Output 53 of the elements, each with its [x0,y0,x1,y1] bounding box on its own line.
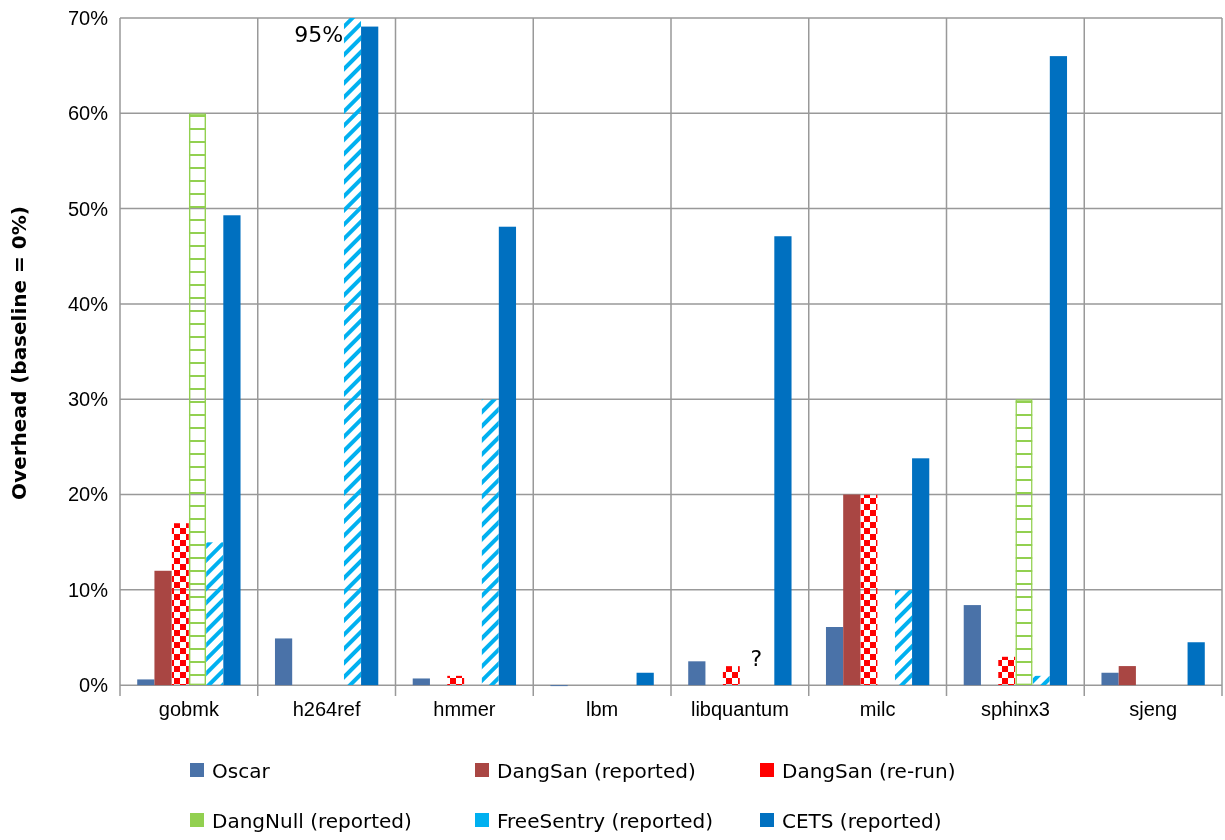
bar [206,542,224,686]
legend-label: Oscar [212,759,271,783]
y-tick-label: 60% [67,102,109,125]
bar [137,679,155,686]
y-tick-label: 70% [67,6,109,29]
bar [843,494,861,686]
annotation: ? [750,646,763,672]
x-tick-label: gobmk [158,698,220,721]
bar [361,26,379,686]
bar [171,523,189,686]
x-tick-label: sphinx3 [980,698,1050,721]
y-tick-label: 10% [67,578,109,601]
bar [447,675,465,686]
y-tick-label: 50% [67,197,109,220]
x-tick-label: libquantum [690,698,789,721]
y-tick-label: 30% [67,388,109,411]
y-tick-label: 0% [79,674,109,697]
bar [498,226,517,686]
bar [154,570,172,686]
bar [188,113,207,686]
legend-label: DangSan (re-run) [782,759,956,783]
bar [636,672,654,686]
bar [343,18,362,686]
bar [963,605,981,686]
bar [481,399,499,686]
bar [412,678,430,686]
bar [274,638,293,686]
legend-label: CETS (reported) [782,809,942,833]
annotation: 95% [294,22,344,47]
legend-label: DangSan (reported) [497,759,696,783]
legend-label: DangNull (reported) [212,809,412,833]
x-tick-label: h264ref [292,698,361,721]
legend-label: FreeSentry (reported) [497,809,714,833]
y-tick-label: 40% [67,292,109,315]
bar [1118,666,1136,686]
bar [223,215,241,686]
bar [1015,399,1033,686]
x-tick-label: hmmer [433,698,496,721]
x-tick-label: milc [859,698,896,721]
bar [825,627,844,686]
bar [1049,56,1068,686]
bar [1101,672,1119,686]
x-tick-label: lbm [586,698,619,721]
bar [1187,642,1205,686]
bar [774,236,792,686]
bar [860,494,878,686]
y-axis-title: Overhead (baseline = 0%) [7,206,31,500]
x-tick-label: sjeng [1129,698,1178,721]
bar [894,589,913,686]
bar [912,458,930,686]
y-tick-label: 20% [67,483,109,506]
bar [1032,675,1050,686]
bar [688,661,706,686]
